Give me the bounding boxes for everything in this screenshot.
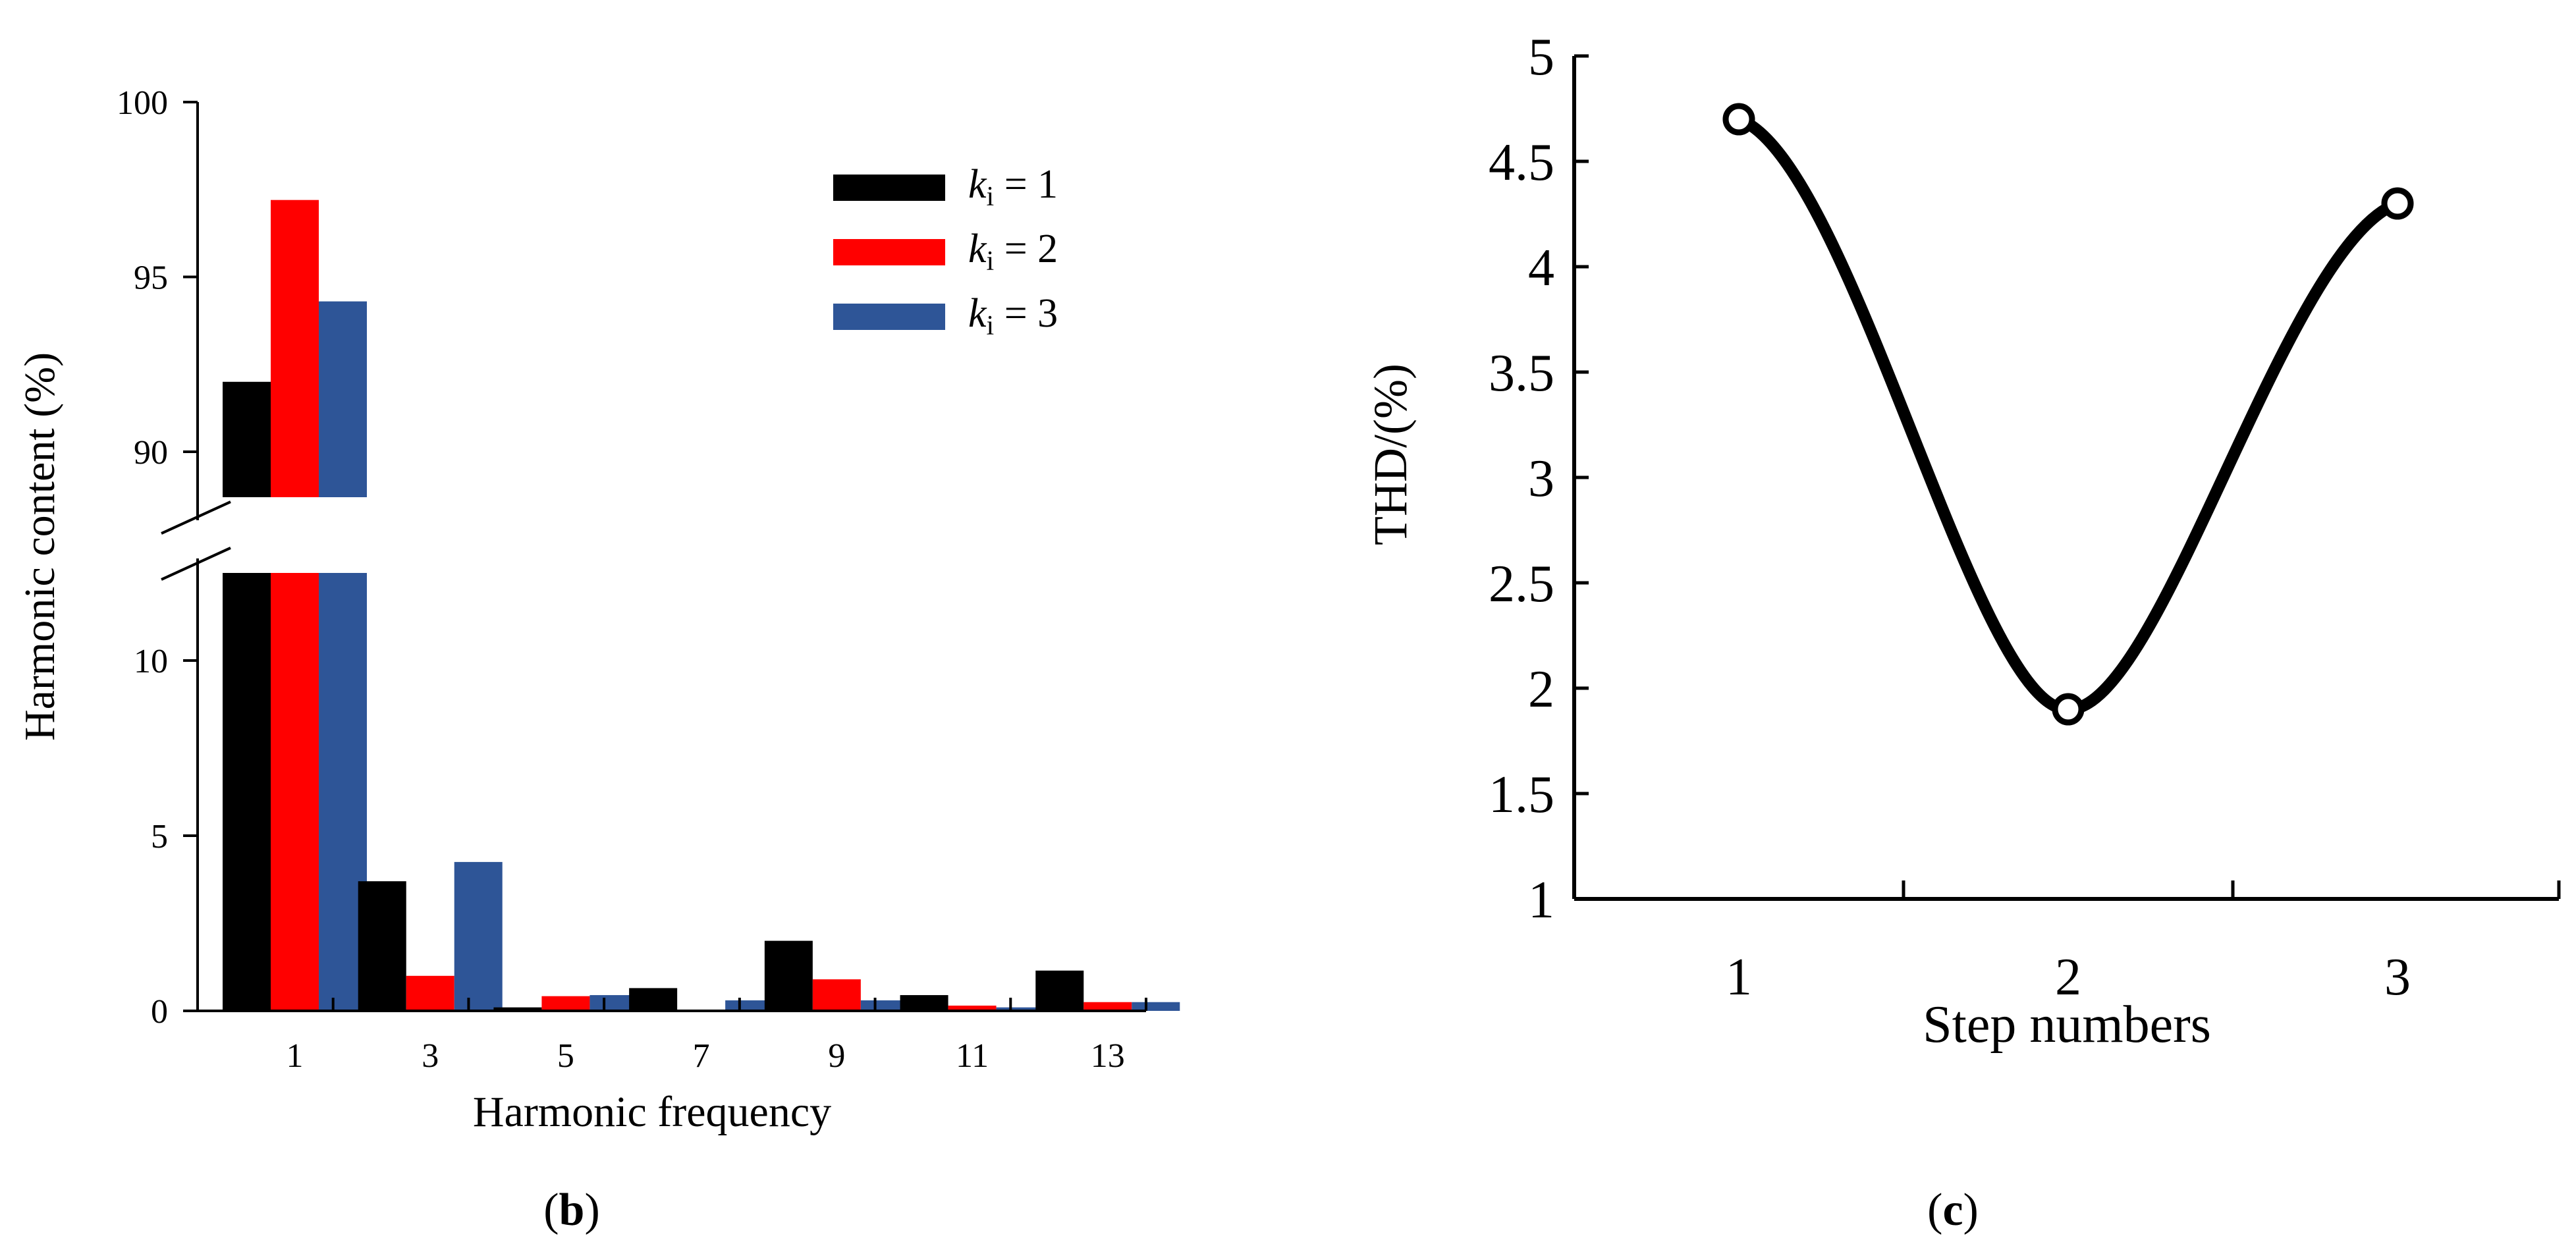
bar [812,979,861,1011]
line-chart-x-ticks: 1 2 3 [1726,880,2561,1006]
axis-break-mark [161,547,231,581]
y-tick-label: 0 [151,993,168,1031]
line-chart-y-axis-title: THD/(%) [1364,364,1417,545]
bar [541,996,590,1011]
line-chart-axes [1572,56,2559,901]
bar [1132,1002,1180,1011]
thd-series-line [1733,113,2403,716]
legend-label: ki = 2 [968,227,1058,277]
y-tick-label: 3 [1528,450,1554,508]
bar [764,940,813,1011]
y-tick-label: 10 [134,643,168,680]
x-tick-label: 3 [2384,948,2411,1006]
legend-swatch [833,239,945,265]
bar-upper [271,200,319,497]
bar [589,995,638,1011]
line-chart-y-ticks: 1 1.5 2 2.5 3 3.5 4 4.5 5 [1489,28,1589,929]
bar [1083,1002,1132,1011]
legend-swatch [833,304,945,330]
x-tick-label: 3 [422,1037,439,1075]
data-point-marker [2381,187,2414,220]
y-tick-label: 2.5 [1489,555,1554,613]
y-tick-label: 1 [1528,871,1554,929]
y-tick-label: 90 [134,434,168,472]
x-tick-label: 7 [693,1037,710,1075]
line-chart-x-axis-title: Step numbers [1923,996,2211,1054]
bar-chart-x-axis-title: Harmonic frequency [473,1088,831,1136]
y-tick-label: 5 [151,818,168,855]
thd-line-chart: 1 1.5 2 2.5 3 3.5 4 4.5 5 1 2 3 Step numbers THD/(… [1364,28,2561,1235]
bar [860,1000,909,1011]
y-tick-label: 100 [117,84,168,122]
y-tick-label: 2 [1528,661,1554,718]
data-point-marker [1722,103,1755,136]
bar-upper [319,301,367,497]
bar-lower [271,573,319,1011]
bar [996,1007,1045,1011]
bar-chart-y-ticks: 0 5 10 90 95 100 [117,84,198,1031]
x-tick-label: 13 [1091,1037,1125,1075]
axis-break-mark [161,500,231,535]
x-tick-label: 9 [828,1037,845,1075]
bar [948,1006,997,1011]
bar [1035,970,1084,1011]
y-tick-label: 4 [1528,239,1554,297]
bar [629,988,678,1011]
x-tick-label: 1 [1726,948,1752,1006]
bar-chart-legend: ki = 1 ki = 2 ki = 3 [833,162,1058,341]
data-point-marker [2052,693,2085,726]
y-tick-label: 1.5 [1489,766,1554,824]
bar-series-group [223,200,1180,1011]
bar-chart-y-axis-title: Harmonic content (%) [16,352,64,741]
bar-chart-x-ticks: 1 3 5 7 9 11 13 [287,998,1147,1075]
x-tick-label: 11 [956,1037,989,1075]
y-tick-label: 4.5 [1489,134,1554,192]
x-tick-label: 2 [2055,948,2081,1006]
bar [900,995,948,1011]
x-tick-label: 1 [287,1037,304,1075]
panel-label-b: (b) [543,1185,600,1235]
panel-label-c: (c) [1927,1185,1979,1235]
x-tick-label: 5 [557,1037,574,1075]
legend-label: ki = 1 [968,162,1058,212]
legend-label: ki = 3 [968,291,1058,341]
bar [493,1007,542,1011]
legend-swatch [833,175,945,201]
y-tick-label: 95 [134,259,168,296]
bar [406,975,454,1011]
bar [454,861,503,1011]
bar-lower [223,573,271,1011]
line-series-group [1722,103,2414,726]
bar [725,1000,774,1011]
bar-upper [223,381,271,497]
y-tick-label: 3.5 [1489,344,1554,402]
y-tick-label: 5 [1528,28,1554,86]
bar [358,881,406,1011]
